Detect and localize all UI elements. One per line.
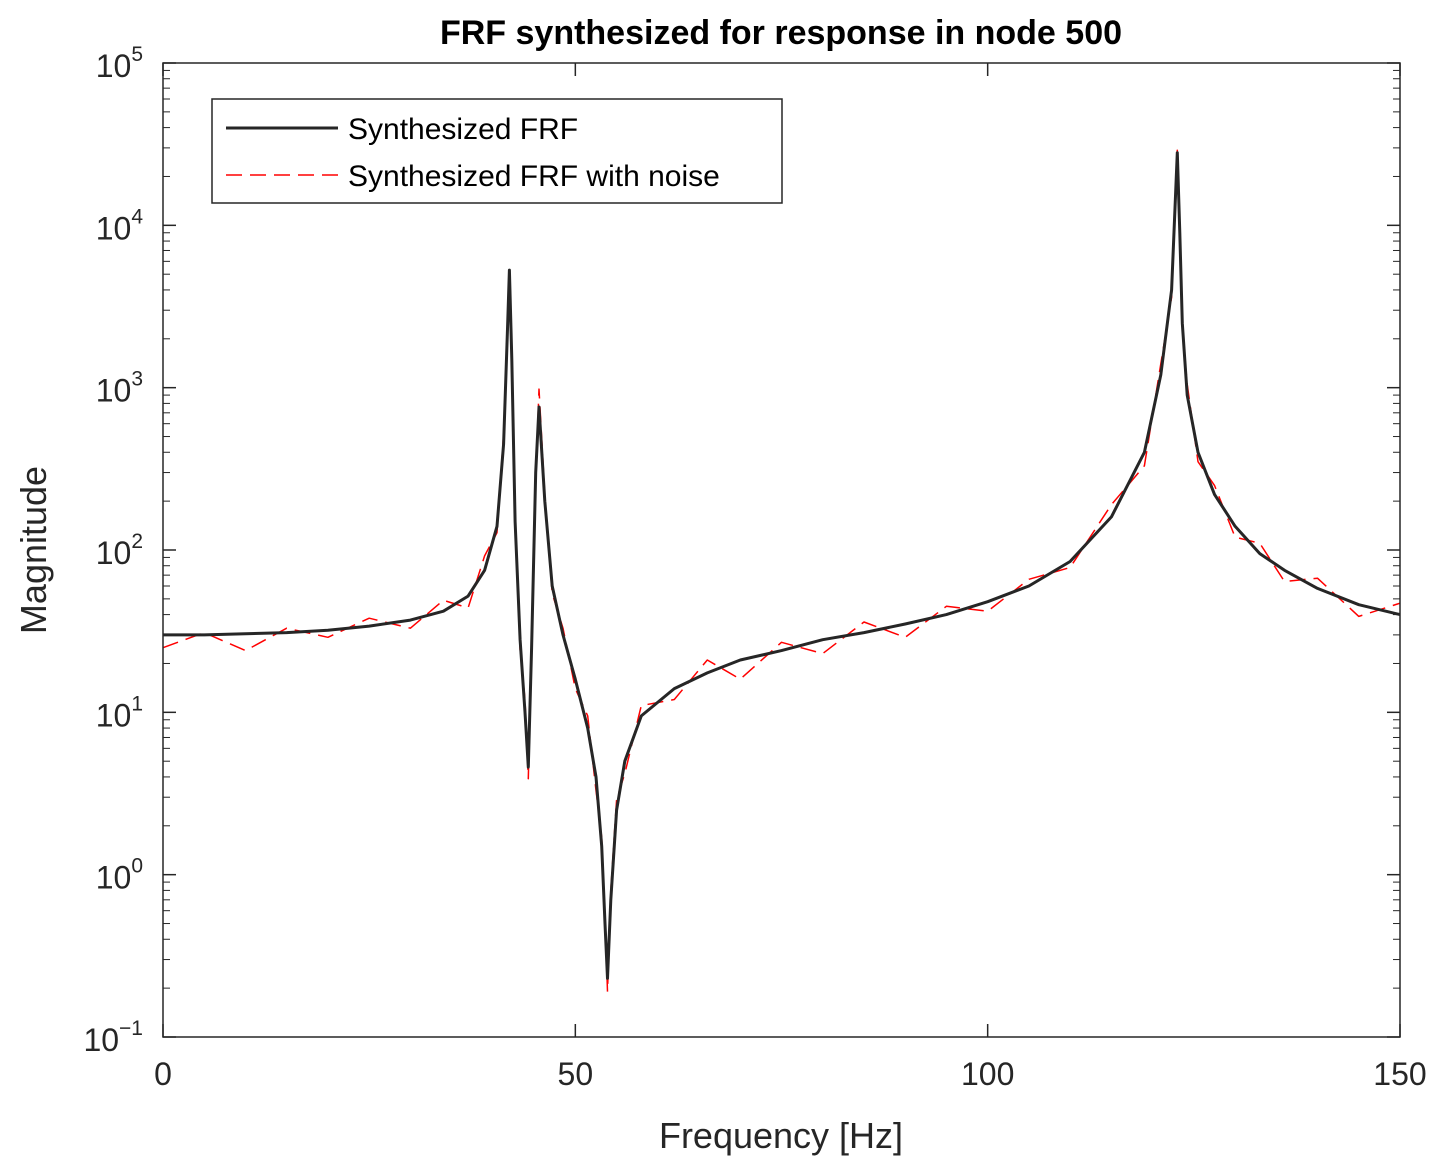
x-tick-label: 0 xyxy=(154,1056,172,1092)
y-tick-label: 102 xyxy=(96,530,143,571)
legend-label-synthesized-frf-with-noise: Synthesized FRF with noise xyxy=(348,160,720,193)
legend: Synthesized FRF Synthesized FRF with noi… xyxy=(211,98,783,204)
y-tick-label: 104 xyxy=(96,205,144,246)
y-tick-label: 100 xyxy=(96,855,143,896)
series-line-synthesized-frf xyxy=(163,151,1401,980)
y-axis-label: Magnitude xyxy=(13,466,54,634)
axes-background xyxy=(163,63,1400,1037)
y-tick-labels: 10−1 100 101 102 103 104 105 xyxy=(83,43,143,1058)
legend-label-synthesized-frf: Synthesized FRF xyxy=(348,113,578,146)
x-axis-label: Frequency [Hz] xyxy=(659,1115,903,1156)
y-tick-label: 103 xyxy=(96,368,143,409)
x-tick-label: 100 xyxy=(961,1056,1014,1092)
chart-title: FRF synthesized for response in node 500 xyxy=(440,14,1122,52)
plot-area xyxy=(162,62,1401,1038)
legend-box xyxy=(211,98,783,204)
x-tick-labels: 0 50 100 150 xyxy=(154,1056,1427,1092)
y-tick-label: 101 xyxy=(96,692,143,733)
x-tick-label: 150 xyxy=(1373,1056,1426,1092)
y-tick-label: 10−1 xyxy=(83,1017,143,1058)
x-tick-label: 50 xyxy=(558,1056,594,1092)
y-tick-label: 105 xyxy=(96,43,143,84)
ticks-layer xyxy=(162,62,1401,1038)
series-layer xyxy=(162,149,1401,993)
